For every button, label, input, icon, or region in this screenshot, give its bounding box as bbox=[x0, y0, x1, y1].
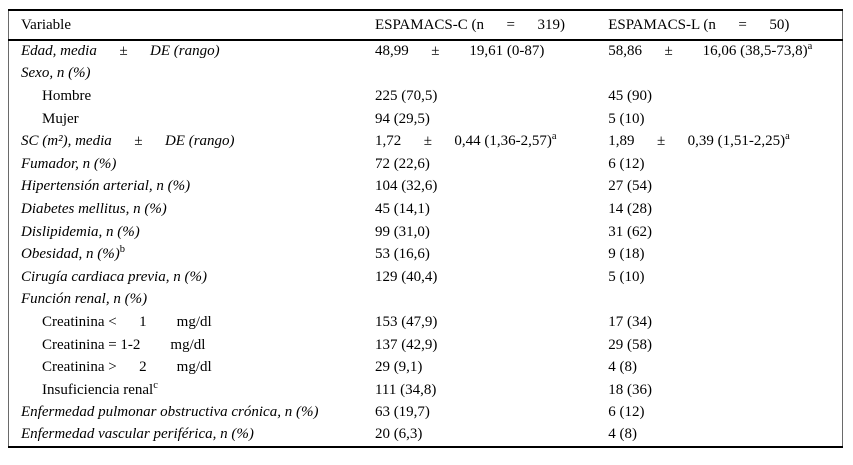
value-espamacs-c: 153 (47,9) bbox=[374, 313, 438, 330]
value-espamacs-c bbox=[375, 63, 608, 86]
value-espamacs-l: 29 (58) bbox=[608, 336, 652, 353]
value-espamacs-l: 58,86 ± 16,06 (38,5-73,8)a bbox=[608, 41, 813, 60]
value-espamacs-c: 129 (40,4) bbox=[374, 268, 438, 285]
table-row: Creatinina < 1 mg/dl 153 (47,9) 17 (34) bbox=[9, 311, 843, 334]
row-label: Fumador, n (%) bbox=[21, 155, 117, 172]
value-espamacs-l: 6 (12) bbox=[608, 404, 645, 421]
value-espamacs-l: 1,89 ± 0,39 (1,51-2,25)a bbox=[608, 131, 790, 150]
value-espamacs-c: 48,99 ± 19,61 (0-87) bbox=[374, 43, 545, 60]
table-row: Fumador, n (%) 72 (22,6) 6 (12) bbox=[9, 153, 843, 176]
row-label: Obesidad, n (%)b bbox=[21, 244, 125, 263]
value-espamacs-l: 5 (10) bbox=[608, 268, 645, 285]
table-row: Sexo, n (%) bbox=[9, 63, 843, 86]
value-espamacs-c: 111 (34,8) bbox=[374, 381, 437, 398]
value-espamacs-c: 45 (14,1) bbox=[374, 200, 430, 217]
value-espamacs-c: 137 (42,9) bbox=[374, 336, 438, 353]
table-row: Creatinina > 2 mg/dl 29 (9,1) 4 (8) bbox=[9, 356, 843, 379]
value-espamacs-l: 17 (34) bbox=[608, 313, 652, 330]
table-row: Enfermedad pulmonar obstructiva crónica,… bbox=[9, 402, 843, 425]
footnote-marker: c bbox=[153, 379, 158, 391]
row-label: Cirugía cardiaca previa, n (%) bbox=[21, 268, 207, 285]
row-label: Dislipidemia, n (%) bbox=[21, 223, 140, 240]
patient-characteristics-table: Variable ESPAMACS-C (n = 319) ESPAMACS-L… bbox=[8, 9, 843, 448]
table-row: Edad, media ± DE (rango) 48,99 ± 19,61 (0… bbox=[9, 40, 843, 63]
value-espamacs-l bbox=[608, 289, 842, 312]
value-espamacs-l: 4 (8) bbox=[608, 426, 637, 443]
table-row: Función renal, n (%) bbox=[9, 289, 843, 312]
row-label: Creatinina = 1-2 mg/dl bbox=[42, 336, 206, 353]
row-label: Función renal, n (%) bbox=[21, 291, 148, 308]
table-body: Edad, media ± DE (rango) 48,99 ± 19,61 (0… bbox=[9, 40, 843, 447]
table-row: Hipertensión arterial, n (%) 104 (32,6) 27… bbox=[9, 176, 843, 199]
column-header-espamacs-l: ESPAMACS-L (n = 50) bbox=[608, 10, 843, 41]
value-espamacs-l bbox=[608, 63, 842, 86]
value-espamacs-c: 225 (70,5) bbox=[374, 87, 438, 104]
value-espamacs-c: 29 (9,1) bbox=[374, 359, 423, 376]
value-espamacs-l: 4 (8) bbox=[608, 359, 637, 376]
table-row: Creatinina = 1-2 mg/dl 137 (42,9) 29 (58) bbox=[9, 334, 843, 357]
value-espamacs-c: 94 (29,5) bbox=[374, 110, 430, 127]
table-row: Insuficiencia renalc 111 (34,8) 18 (36) bbox=[9, 379, 843, 402]
row-label: Hipertensión arterial, n (%) bbox=[21, 178, 191, 195]
table-row: Dislipidemia, n (%) 99 (31,0) 31 (62) bbox=[9, 221, 843, 244]
row-label: Insuficiencia renalc bbox=[42, 379, 158, 398]
row-label: Enfermedad pulmonar obstructiva crónica,… bbox=[21, 404, 319, 421]
value-espamacs-l: 27 (54) bbox=[608, 178, 652, 195]
row-label: Creatinina > 2 mg/dl bbox=[42, 359, 212, 376]
footnote-marker: a bbox=[807, 41, 813, 53]
column-header-espamacs-c: ESPAMACS-C (n = 319) bbox=[374, 10, 609, 41]
table-row: Obesidad, n (%)b 53 (16,6) 9 (18) bbox=[9, 243, 843, 266]
row-label: Mujer bbox=[42, 110, 79, 127]
row-label: Creatinina < 1 mg/dl bbox=[42, 313, 212, 330]
table-row: Hombre 225 (70,5) 45 (90) bbox=[9, 85, 843, 108]
value-espamacs-c: 72 (22,6) bbox=[374, 155, 430, 172]
row-label: Edad, media ± DE (rango) bbox=[21, 43, 220, 60]
value-espamacs-c: 99 (31,0) bbox=[374, 223, 430, 240]
row-label: Diabetes mellitus, n (%) bbox=[21, 200, 167, 217]
footnote-marker: a bbox=[785, 131, 790, 143]
value-espamacs-l: 5 (10) bbox=[608, 110, 645, 127]
table-row: Diabetes mellitus, n (%) 45 (14,1) 14 (28) bbox=[9, 198, 843, 221]
value-espamacs-l: 31 (62) bbox=[608, 223, 652, 240]
table-row: Mujer 94 (29,5) 5 (10) bbox=[9, 108, 843, 131]
value-espamacs-c: 63 (19,7) bbox=[374, 404, 430, 421]
table-row: SC (m²), media ± DE (rango) 1,72 ± 0,44 (… bbox=[9, 130, 843, 153]
value-espamacs-l: 18 (36) bbox=[608, 381, 652, 398]
column-header-variable: Variable bbox=[8, 10, 375, 41]
table-row: Cirugía cardiaca previa, n (%) 129 (40,4)… bbox=[9, 266, 843, 289]
value-espamacs-c bbox=[375, 289, 608, 312]
value-espamacs-l: 14 (28) bbox=[608, 200, 652, 217]
row-label: Hombre bbox=[42, 87, 92, 104]
value-espamacs-l: 45 (90) bbox=[608, 87, 652, 104]
table-row: Enfermedad vascular periférica, n (%) 20 … bbox=[9, 424, 843, 447]
footnote-marker: a bbox=[551, 131, 557, 143]
row-label: Sexo, n (%) bbox=[21, 65, 91, 82]
footnote-marker: b bbox=[119, 244, 125, 256]
value-espamacs-c: 104 (32,6) bbox=[374, 178, 438, 195]
value-espamacs-c: 20 (6,3) bbox=[374, 426, 423, 443]
value-espamacs-c: 53 (16,6) bbox=[374, 246, 430, 263]
value-espamacs-l: 9 (18) bbox=[608, 246, 645, 263]
value-espamacs-c: 1,72 ± 0,44 (1,36-2,57)a bbox=[374, 131, 557, 150]
value-espamacs-l: 6 (12) bbox=[608, 155, 645, 172]
header-row: Variable ESPAMACS-C (n = 319) ESPAMACS-L… bbox=[8, 10, 843, 41]
row-label: SC (m²), media ± DE (rango) bbox=[21, 133, 235, 150]
row-label: Enfermedad vascular periférica, n (%) bbox=[21, 426, 254, 443]
